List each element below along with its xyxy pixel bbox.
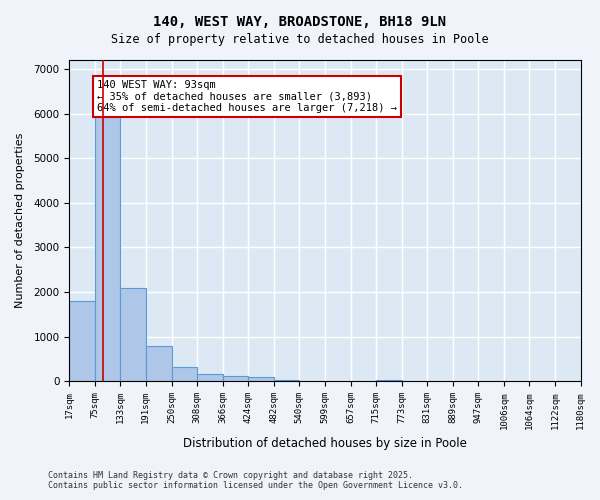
Text: 140 WEST WAY: 93sqm
← 35% of detached houses are smaller (3,893)
64% of semi-det: 140 WEST WAY: 93sqm ← 35% of detached ho… <box>97 80 397 114</box>
Y-axis label: Number of detached properties: Number of detached properties <box>15 133 25 308</box>
Bar <box>274 380 299 382</box>
Bar <box>95 104 120 382</box>
Text: Size of property relative to detached houses in Poole: Size of property relative to detached ho… <box>111 32 489 46</box>
Bar <box>146 346 172 382</box>
Bar <box>376 380 401 382</box>
Bar <box>69 301 95 382</box>
X-axis label: Distribution of detached houses by size in Poole: Distribution of detached houses by size … <box>183 437 467 450</box>
Text: Contains HM Land Registry data © Crown copyright and database right 2025.
Contai: Contains HM Land Registry data © Crown c… <box>48 470 463 490</box>
Bar <box>248 378 274 382</box>
Bar <box>172 367 197 382</box>
Bar <box>197 374 223 382</box>
Bar <box>120 288 146 382</box>
Text: 140, WEST WAY, BROADSTONE, BH18 9LN: 140, WEST WAY, BROADSTONE, BH18 9LN <box>154 15 446 29</box>
Bar <box>223 376 248 382</box>
